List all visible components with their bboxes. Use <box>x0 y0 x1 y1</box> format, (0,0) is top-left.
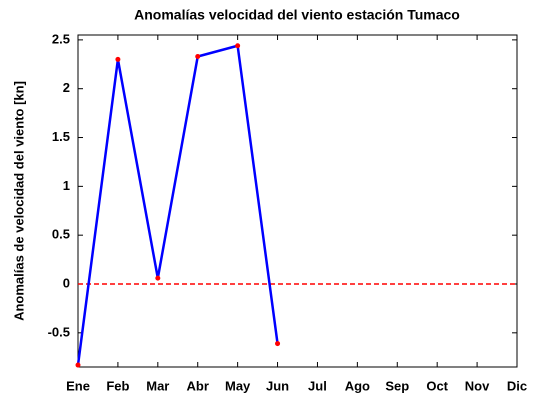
x-tick-label: Abr <box>187 378 209 393</box>
y-tick-label: 1 <box>63 178 70 193</box>
y-tick-label: 0 <box>63 275 70 290</box>
y-tick-label: 0.5 <box>52 227 70 242</box>
x-tick-label: Sep <box>385 378 409 393</box>
data-point <box>75 362 81 368</box>
x-tick-label: Ene <box>66 378 90 393</box>
x-tick-label: Jun <box>266 378 289 393</box>
x-tick-label: Dic <box>507 378 527 393</box>
x-tick-label: Feb <box>106 378 129 393</box>
x-tick-label: Ago <box>345 378 370 393</box>
data-line <box>76 44 279 366</box>
data-point <box>115 56 121 62</box>
y-axis-label: Anomalías de velocidad del viento [kn] <box>11 81 26 321</box>
data-point <box>195 53 201 59</box>
y-tick-label: -0.5 <box>48 324 70 339</box>
plot-area <box>77 34 518 368</box>
data-point <box>155 275 161 281</box>
y-tick-label: 2.5 <box>52 31 70 46</box>
x-tick-label: Nov <box>465 378 490 393</box>
x-tick-label: Mar <box>146 378 169 393</box>
chart-title: Anomalías velocidad del viento estación … <box>134 7 460 23</box>
x-tick-label: Jul <box>308 378 327 393</box>
y-tick-label: 2 <box>63 80 70 95</box>
data-point <box>235 43 241 49</box>
y-tick-label: 1.5 <box>52 129 70 144</box>
data-point <box>275 341 281 347</box>
x-tick-label: Oct <box>426 378 448 393</box>
x-tick-label: May <box>225 378 251 393</box>
